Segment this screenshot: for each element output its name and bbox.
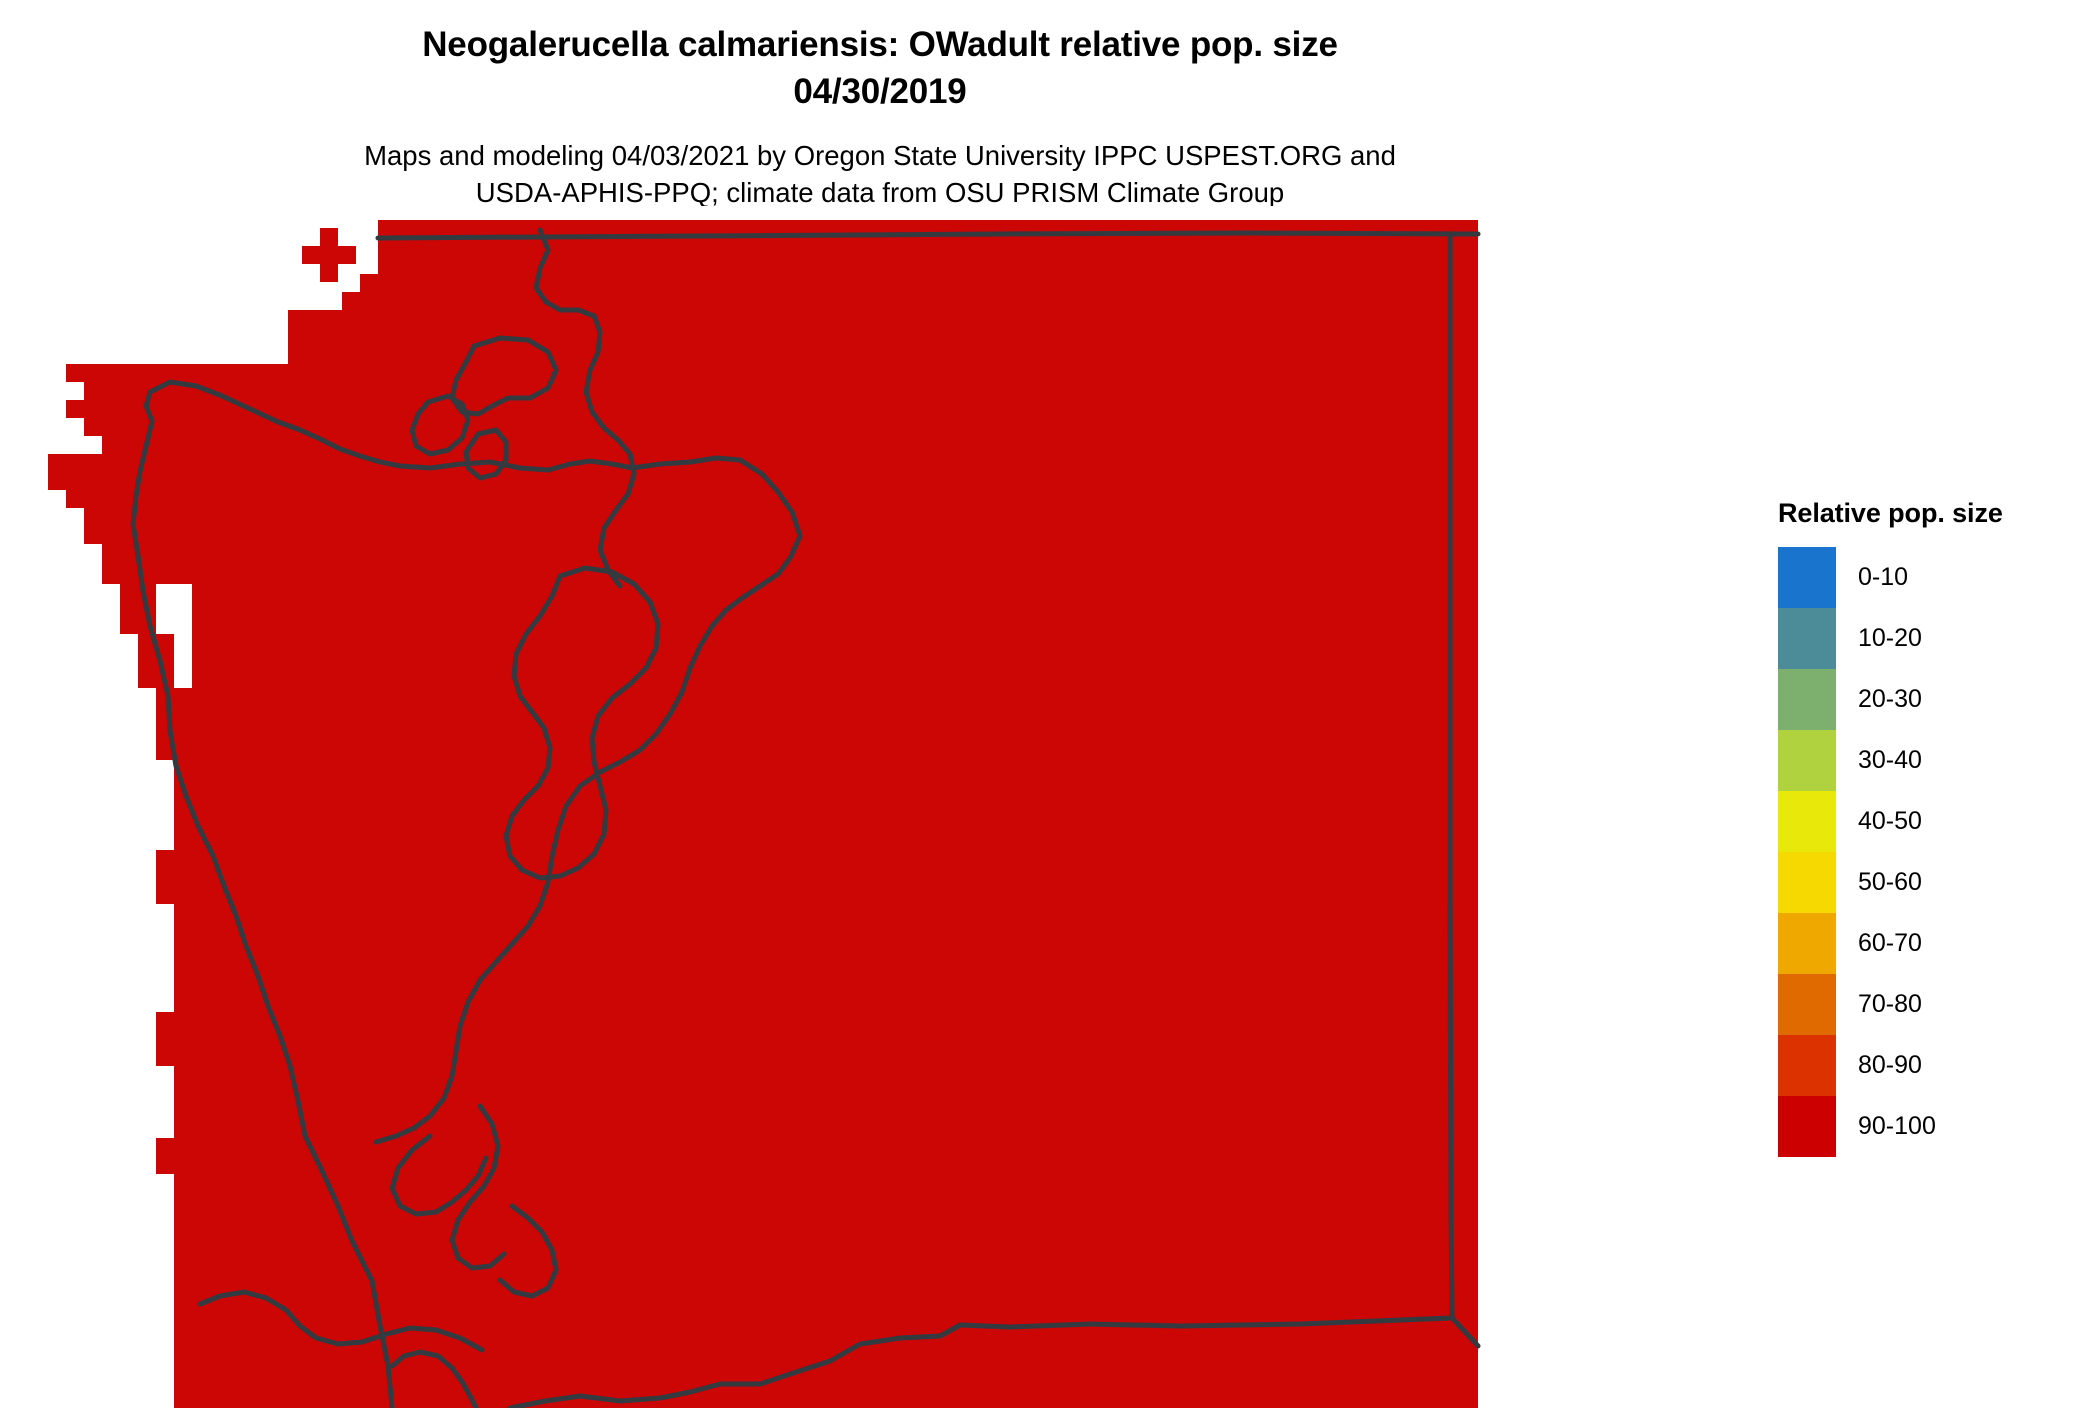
legend-swatch (1778, 913, 1836, 974)
legend-label: 80-90 (1858, 1051, 1922, 1079)
legend-label: 20-30 (1858, 685, 1922, 713)
legend-label: 40-50 (1858, 807, 1922, 835)
legend-swatch (1778, 669, 1836, 730)
washington-choropleth-map[interactable] (0, 206, 1760, 1408)
page-subtitle: Maps and modeling 04/03/2021 by Oregon S… (364, 140, 1396, 209)
state-and-coastline-outlines (130, 227, 1481, 1408)
legend-label: 0-10 (1858, 563, 1909, 591)
legend-label: 90-100 (1858, 1112, 1936, 1140)
legend-swatch (1778, 730, 1836, 791)
legend-label: 50-60 (1858, 868, 1922, 896)
legend-label: 30-40 (1858, 746, 1922, 774)
legend-label: 10-20 (1858, 624, 1922, 652)
legend-title: Relative pop. size (1778, 498, 2003, 528)
page-title: Neogalerucella calmariensis: OWadult rel… (422, 25, 1338, 111)
legend-label: 60-70 (1858, 929, 1922, 957)
map-header: Neogalerucella calmariensis: OWadult rel… (0, 0, 1760, 212)
legend-swatch (1778, 974, 1836, 1035)
legend-swatch (1778, 852, 1836, 913)
legend-swatch (1778, 1096, 1836, 1157)
legend-swatch (1778, 791, 1836, 852)
legend: Relative pop. size 0-10 10-20 20-30 30-4… (1778, 498, 2078, 1157)
legend-swatch (1778, 547, 1836, 608)
legend-label-column: 0-10 10-20 20-30 30-40 40-50 50-60 60-70… (1858, 547, 1936, 1157)
raster-fill-layer (48, 220, 1478, 1408)
legend-swatch (1778, 608, 1836, 669)
legend-label: 70-80 (1858, 990, 1922, 1018)
legend-swatch-column (1778, 547, 1836, 1157)
legend-swatch (1778, 1035, 1836, 1096)
map-panel (0, 206, 1760, 1408)
